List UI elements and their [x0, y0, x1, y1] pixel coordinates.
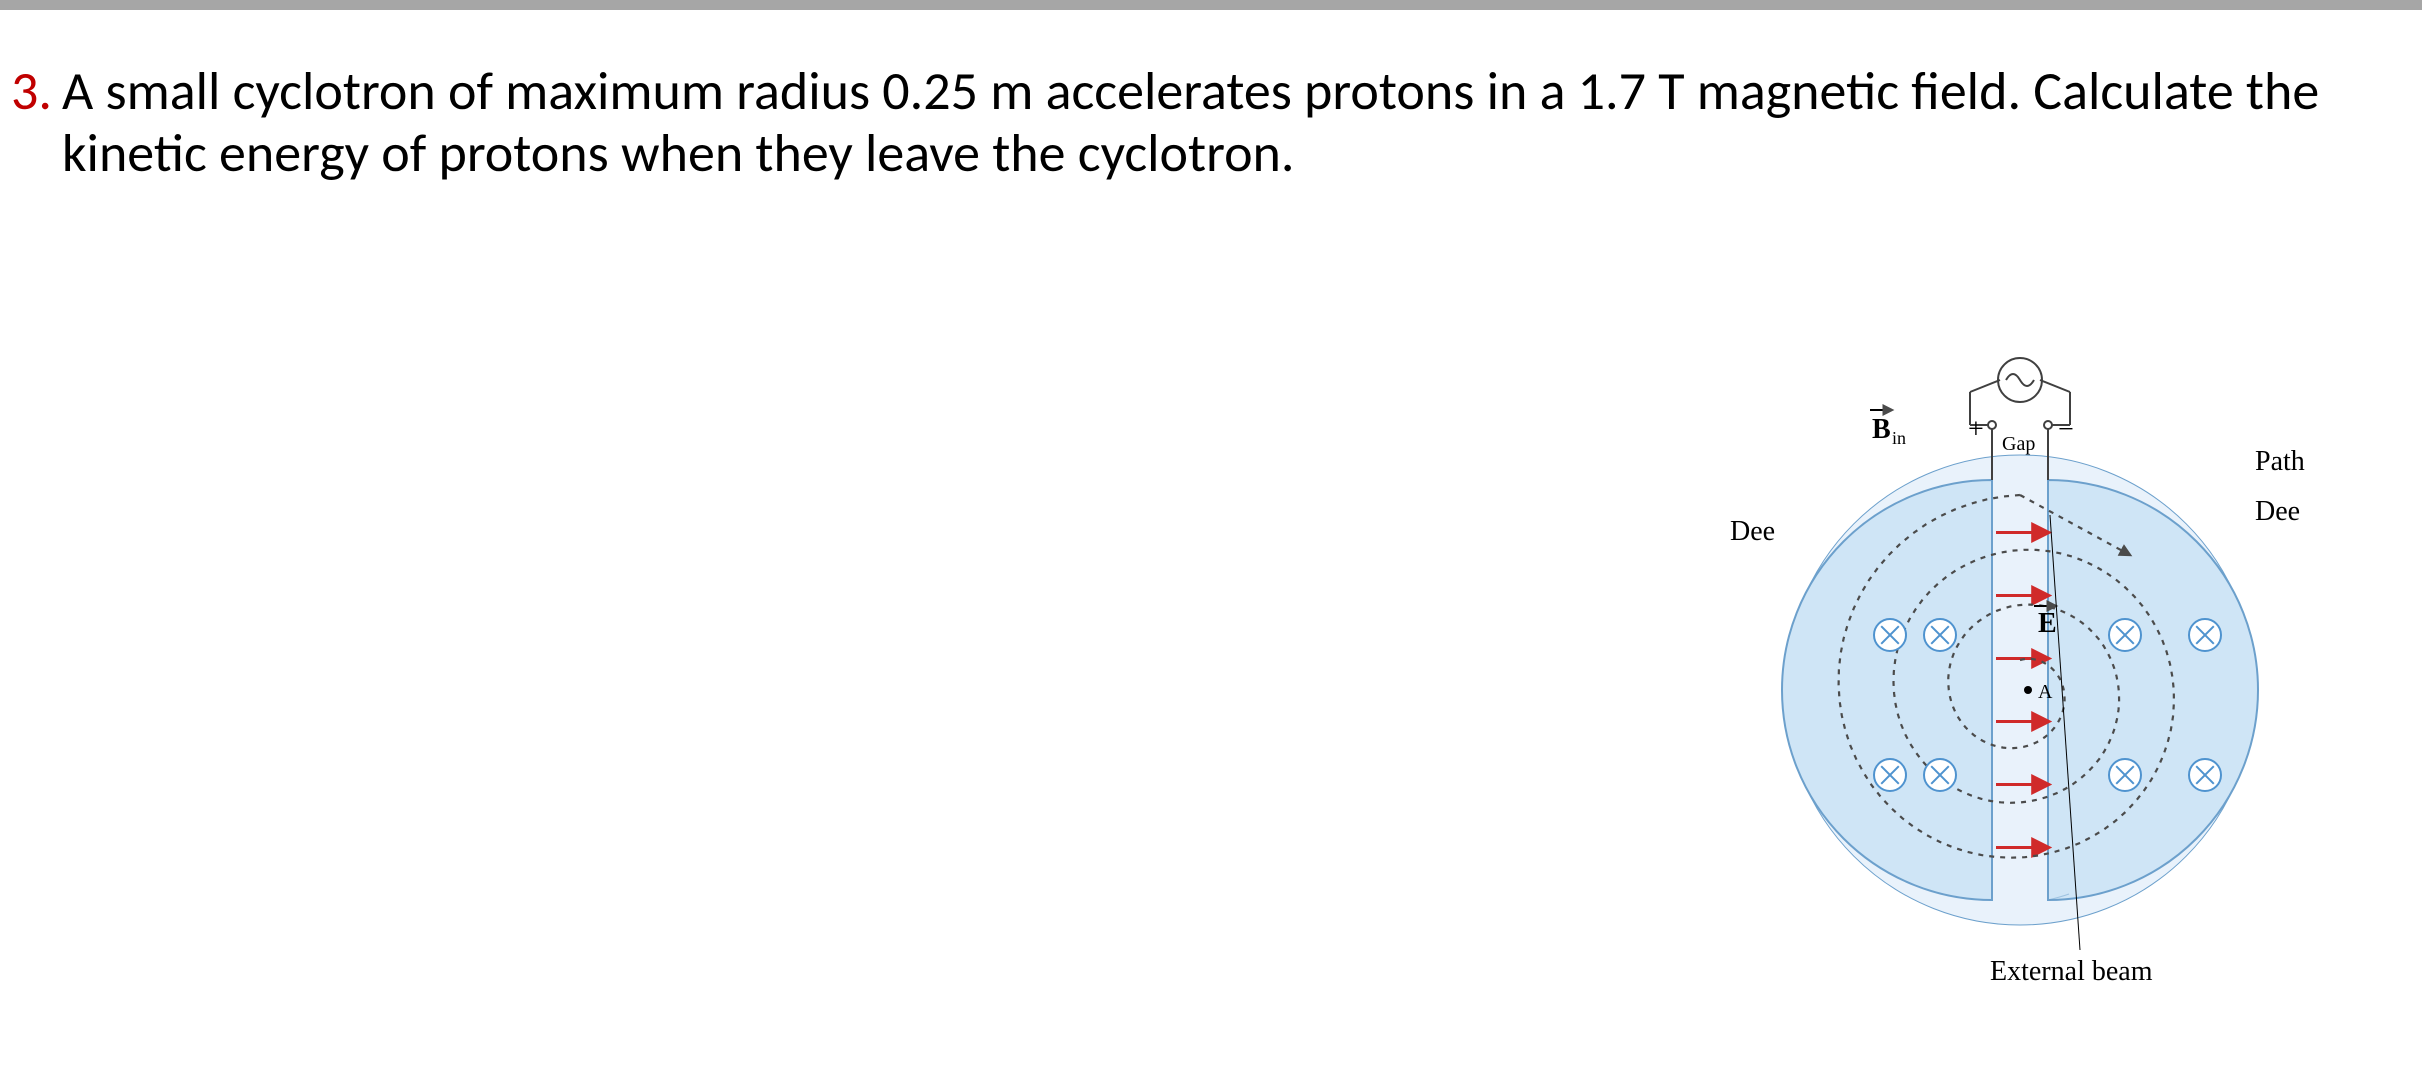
svg-text:Dee: Dee — [1730, 516, 1775, 547]
question-row: 3. A small cyclotron of maximum radius 0… — [0, 60, 2422, 184]
svg-text:+: + — [1968, 414, 1984, 445]
svg-text:Dee: Dee — [2255, 496, 2300, 527]
page: 3. A small cyclotron of maximum radius 0… — [0, 0, 2422, 1084]
svg-text:Path: Path — [2255, 446, 2305, 477]
svg-text:External beam: External beam — [1990, 956, 2153, 987]
svg-text:A: A — [2038, 681, 2053, 703]
svg-text:−: − — [2058, 414, 2074, 445]
svg-text:Gap: Gap — [2002, 433, 2035, 455]
question-number: 3. — [0, 60, 62, 122]
question-text: A small cyclotron of maximum radius 0.25… — [62, 60, 2422, 184]
svg-text:E: E — [2038, 608, 2057, 639]
top-rule — [0, 0, 2422, 10]
cyclotron-figure: A E + − Gap Bin Dee Dee Path External beam — [1700, 310, 2340, 1030]
svg-text:B: B — [1872, 414, 1891, 445]
svg-text:in: in — [1892, 428, 1906, 448]
